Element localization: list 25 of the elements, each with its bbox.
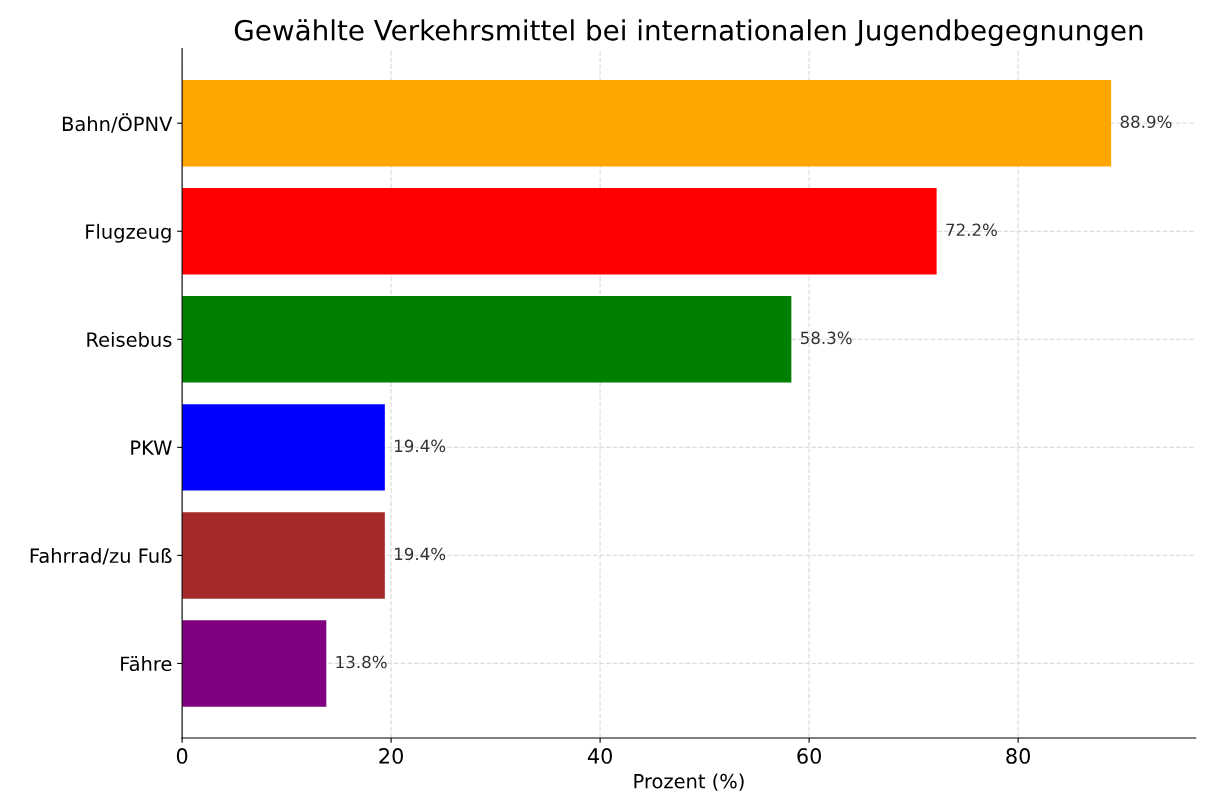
- y-tick-label: Fahrrad/zu Fuß: [30, 548, 172, 565]
- data-label: 19.4%: [395, 547, 446, 561]
- y-tick-label: Reisebus: [87, 331, 172, 347]
- chart-title: Gewählte Verkehrsmittel bei internationalen Jugendbegegnungen: [234, 19, 1143, 47]
- bar: [182, 512, 385, 599]
- data-label: 13.8%: [336, 655, 387, 669]
- y-tick-label: Bahn/ÖPNV: [62, 113, 173, 133]
- data-label: 58.3%: [800, 331, 852, 345]
- x-tick-label: 0: [176, 748, 188, 764]
- x-tick-label: 80: [1006, 748, 1030, 764]
- y-tick-label: PKW: [131, 440, 172, 455]
- bar: [182, 296, 792, 383]
- data-label: 19.4%: [395, 439, 446, 453]
- x-axis-title: Prozent (%): [634, 773, 744, 791]
- x-tick-label: 40: [587, 748, 612, 764]
- x-tick-label: 20: [379, 748, 403, 764]
- data-label: 88.9%: [1120, 115, 1172, 129]
- bar: [182, 404, 385, 491]
- bar: [182, 188, 937, 275]
- x-tick-label: 60: [797, 748, 821, 764]
- bar: [182, 620, 327, 707]
- y-tick-label: Fähre: [121, 656, 172, 672]
- y-tick-label: Flugzeug: [86, 223, 171, 243]
- data-label: 72.2%: [946, 223, 997, 237]
- bar: [182, 79, 1112, 167]
